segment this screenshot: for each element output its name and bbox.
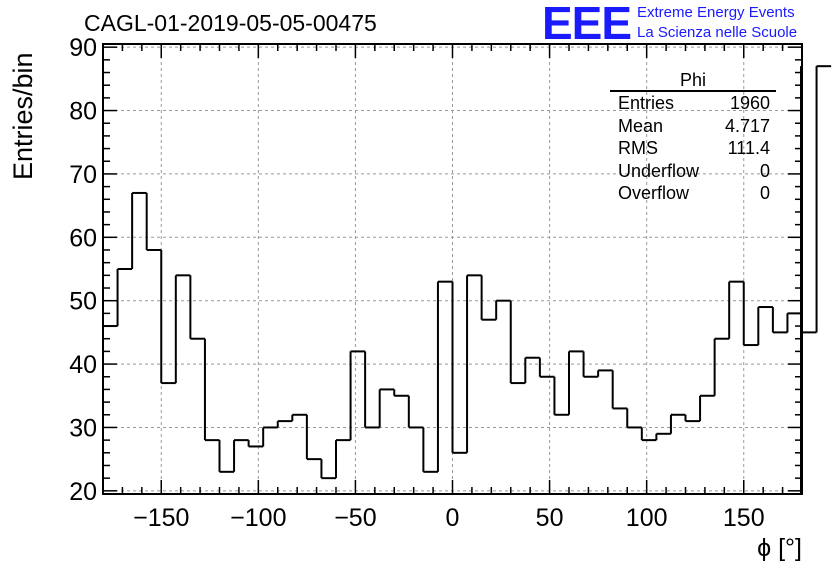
stats-label: Mean: [618, 115, 664, 136]
stats-label: Overflow: [618, 183, 690, 203]
stats-label: Entries: [618, 93, 675, 113]
stats-row-entries: Entries 1960: [610, 92, 776, 115]
stats-row-rms: RMS 111.4: [610, 137, 776, 160]
chart-title: CAGL-01-2019-05-05-00475: [84, 10, 377, 36]
y-axis-label: Entries/bin: [8, 52, 38, 180]
x-tick-label: 100: [626, 504, 668, 532]
x-axis: −150 −100 −50 0 50 100 150: [102, 44, 803, 532]
y-tick-label: 60: [69, 224, 97, 252]
y-tick-label: 90: [69, 34, 97, 62]
stats-box-name: Phi: [610, 70, 776, 92]
x-tick-label: 50: [536, 504, 564, 532]
eee-logo: EEE: [542, 0, 632, 49]
x-tick-label: −150: [133, 504, 189, 532]
logo-caption-line2: La Scienza nelle Scuole: [637, 24, 798, 41]
stats-value: 4.717: [724, 115, 770, 136]
x-tick-label: −100: [230, 504, 286, 532]
stats-row-mean: Mean 4.717: [610, 115, 776, 138]
stats-value: 1960: [729, 93, 770, 113]
y-tick-label: 30: [69, 414, 97, 442]
y-tick-label: 70: [69, 161, 97, 189]
x-axis-label: ϕ [°]: [757, 534, 802, 562]
y-tick-label: 40: [69, 351, 97, 379]
x-tick-label: 0: [446, 504, 460, 532]
stats-value: 111.4: [727, 138, 770, 158]
histogram-series: [103, 65, 832, 494]
stats-value: 0: [759, 160, 770, 181]
stats-row-overflow: Overflow 0: [610, 182, 776, 205]
logo-caption: Extreme Energy Events La Scienza nelle S…: [637, 3, 797, 43]
y-tick-label: 20: [69, 478, 97, 506]
stats-label: RMS: [618, 138, 658, 158]
stats-box: Phi Entries 1960 Mean 4.717 RMS 111.4 Under…: [610, 70, 776, 205]
stats-label: Underflow: [618, 160, 700, 181]
x-tick-label: 150: [723, 504, 765, 532]
x-tick-label: −50: [334, 504, 376, 532]
y-tick-label: 50: [69, 288, 97, 316]
stats-value: 0: [759, 183, 770, 203]
logo-caption-line1: Extreme Energy Events: [637, 4, 795, 21]
y-axis: 20 30 40 50 60 70 80 90: [69, 34, 802, 506]
stats-row-underflow: Underflow 0: [610, 160, 776, 183]
y-tick-label: 80: [69, 98, 97, 126]
grid-lines: [103, 44, 802, 494]
